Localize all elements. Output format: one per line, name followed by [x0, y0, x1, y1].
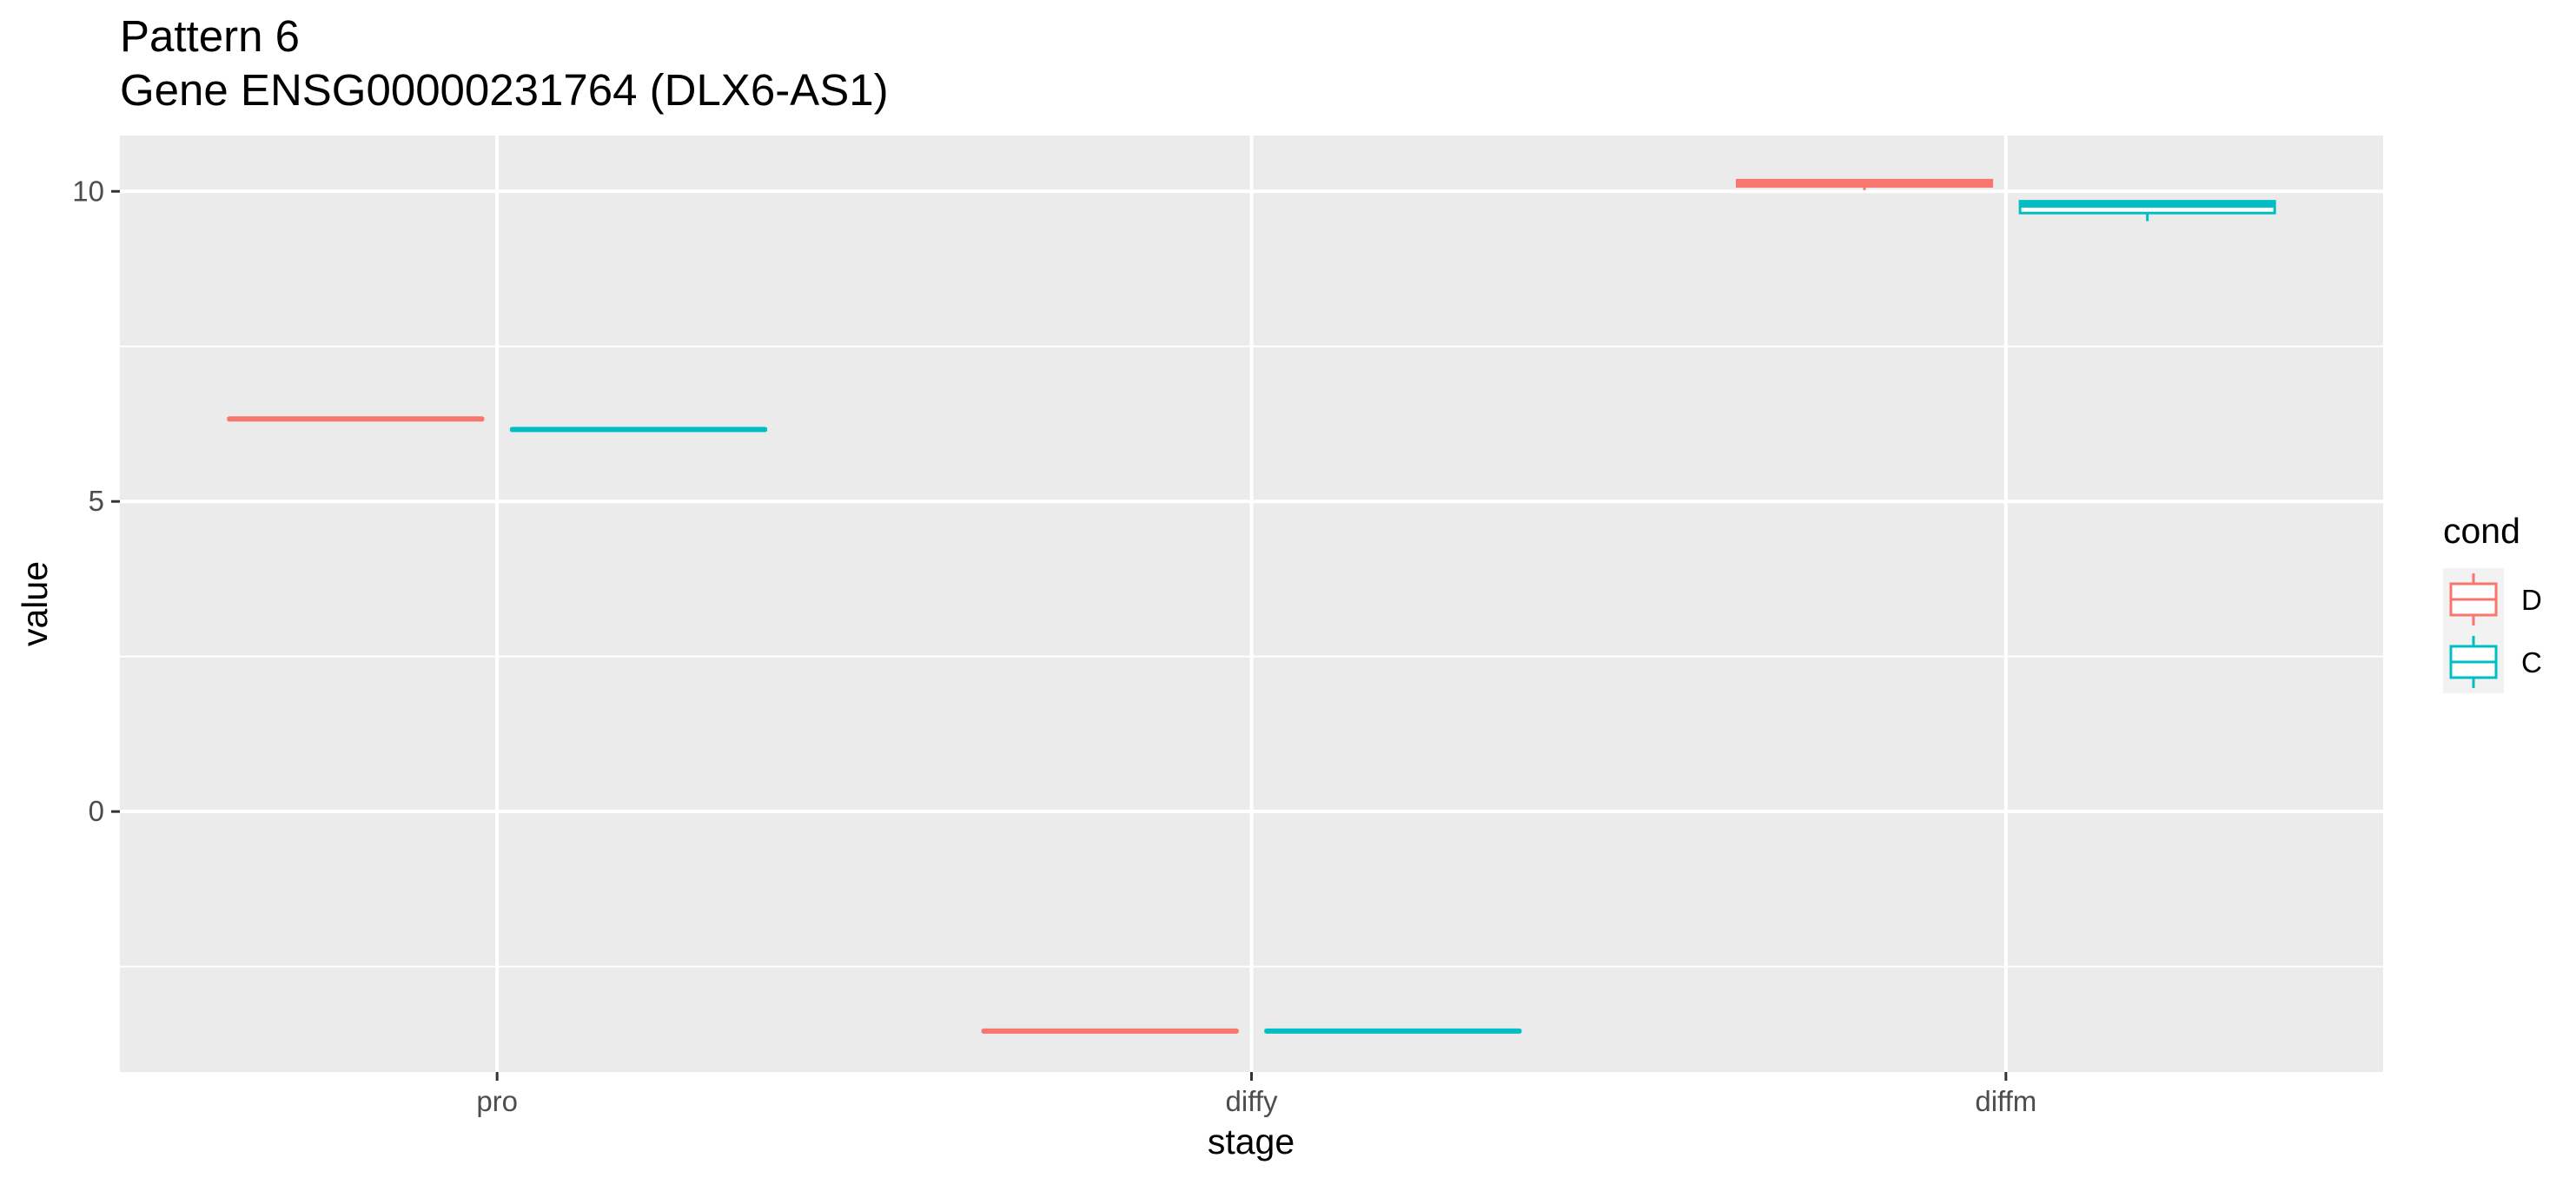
x-axis: pro diffy diffm — [476, 1072, 2036, 1117]
boxplot-C-pro — [509, 427, 768, 433]
y-axis: 0 5 10 — [72, 175, 120, 827]
x-axis-title: stage — [1208, 1122, 1295, 1161]
legend-label: C — [2521, 646, 2542, 678]
boxplot-D-diffm — [1735, 178, 1994, 190]
x-tick-label: pro — [476, 1085, 518, 1117]
y-tick-label: 0 — [89, 795, 104, 827]
legend-item-D: D — [2443, 568, 2542, 631]
boxplot-D-diffy — [981, 1028, 1239, 1034]
legend: cond DC — [2443, 511, 2542, 693]
y-tick-label: 5 — [89, 485, 104, 517]
y-axis-title: value — [15, 561, 55, 646]
boxplot-series — [227, 178, 2276, 1034]
boxplot-C-diffy — [1264, 1028, 1522, 1034]
boxplot-D-pro — [227, 416, 485, 422]
grid-major — [120, 136, 2383, 1072]
chart-subtitle: Gene ENSG00000231764 (DLX6-AS1) — [120, 65, 889, 115]
legend-label: D — [2521, 584, 2542, 616]
legend-title: cond — [2443, 511, 2520, 551]
y-tick-label: 10 — [72, 175, 104, 207]
legend-item-C: C — [2443, 631, 2542, 693]
boxplot-C-diffm — [2018, 200, 2276, 222]
x-tick-label: diffm — [1975, 1085, 2036, 1117]
x-tick-label: diffy — [1226, 1085, 1278, 1117]
chart-title: Pattern 6 — [120, 11, 300, 61]
